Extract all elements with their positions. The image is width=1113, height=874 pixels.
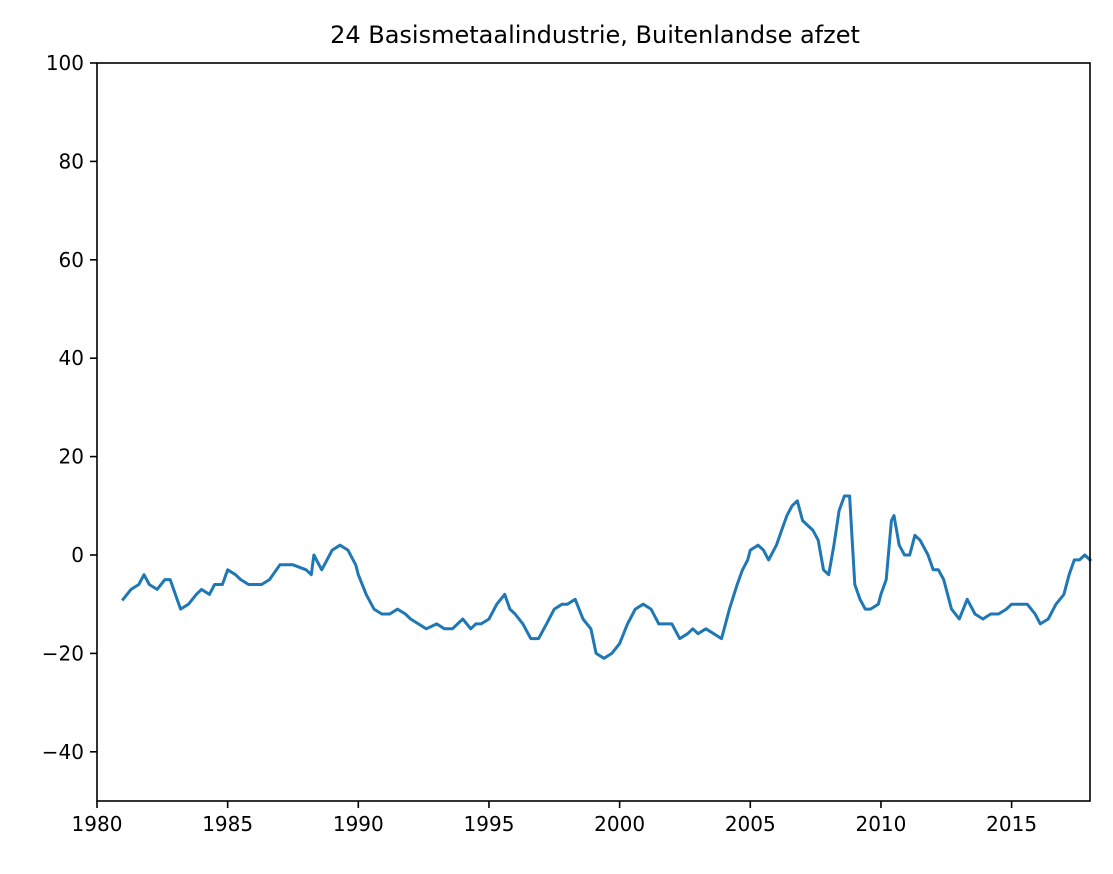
x-tick-label: 2015 bbox=[986, 812, 1037, 836]
series-line bbox=[120, 494, 1093, 660]
x-tick-label: 2000 bbox=[594, 812, 645, 836]
x-tick-label: 1980 bbox=[72, 812, 123, 836]
y-tick-label: 80 bbox=[59, 149, 84, 173]
axis-ticks: 1980 1985 1990 1995 2000 2005 2010 2015 −40 −20 0 2… bbox=[42, 51, 1037, 836]
y-tick-label: 0 bbox=[71, 543, 84, 567]
y-tick-label: 60 bbox=[59, 248, 84, 272]
x-tick-label: 1995 bbox=[464, 812, 515, 836]
y-tick-label: 20 bbox=[59, 445, 84, 469]
y-tick-label: −20 bbox=[42, 641, 84, 665]
chart-title: 24 Basismetaalindustrie, Buitenlandse af… bbox=[330, 21, 860, 49]
x-tick-label: 1990 bbox=[333, 812, 384, 836]
x-tick-label: 2005 bbox=[725, 812, 776, 836]
x-tick-label: 2010 bbox=[855, 812, 906, 836]
y-tick-label: 100 bbox=[46, 51, 84, 75]
y-tick-label: 40 bbox=[59, 346, 84, 370]
plot-frame bbox=[96, 62, 1091, 802]
y-tick-label: −40 bbox=[42, 740, 84, 764]
series-layer bbox=[120, 494, 1093, 660]
x-tick-label: 1985 bbox=[202, 812, 253, 836]
